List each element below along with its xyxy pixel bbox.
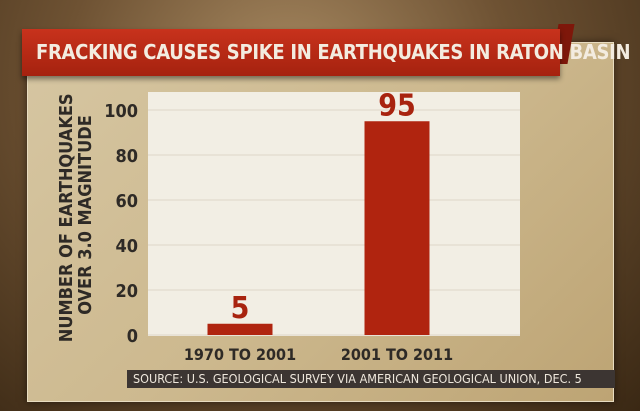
source-caption: SOURCE: U.S. GEOLOGICAL SURVEY VIA AMERI…	[127, 370, 615, 388]
x-tick-label: 1970 TO 2001	[184, 345, 296, 364]
bar	[207, 323, 273, 335]
y-tick-label: 40	[115, 236, 138, 257]
svg-text:NUMBER OF EARTHQUAKES OVER: NUMBER OF EARTHQUAKES OVER 3.0 MAGNITUDE	[56, 88, 96, 342]
plot-area	[148, 92, 520, 336]
y-axis-label-line-1: NUMBER OF EARTHQUAKES	[56, 93, 77, 342]
data-label: 5	[231, 291, 250, 326]
y-tick-label: 20	[115, 281, 138, 302]
data-label: 95	[378, 88, 416, 123]
y-tick-label: 80	[115, 146, 138, 167]
y-tick-label: 100	[104, 101, 138, 122]
y-axis-label-line-2: OVER 3.0 MAGNITUDE	[75, 115, 96, 315]
chart-title: FRACKING CAUSES SPIKE IN EARTHQUAKES IN …	[22, 29, 631, 76]
y-tick-label: 0	[127, 326, 138, 347]
x-tick-label: 2001 TO 2011	[341, 345, 453, 364]
y-tick-label: 60	[115, 191, 138, 212]
bar	[364, 121, 430, 335]
